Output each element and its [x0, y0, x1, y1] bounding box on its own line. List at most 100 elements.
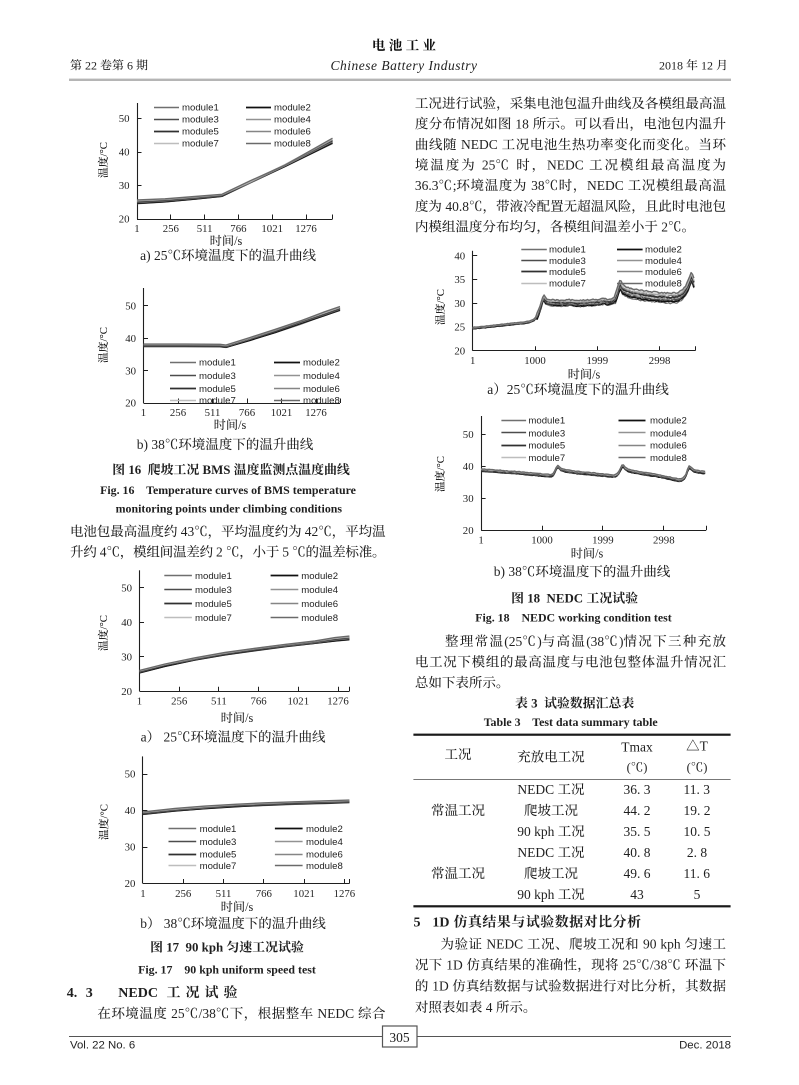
svg-text:30: 30: [454, 298, 465, 310]
svg-text:(: (: [627, 761, 631, 775]
svg-text:766: 766: [256, 888, 273, 900]
svg-text:Fig. 18 NEDC working condit: Fig. 18 NEDC working condition test: [475, 610, 672, 624]
svg-text:module5: module5: [528, 440, 565, 451]
svg-text:2998: 2998: [649, 355, 671, 367]
svg-text:511: 511: [197, 223, 213, 235]
svg-text:1021: 1021: [261, 223, 283, 235]
svg-text:38: 38: [531, 178, 545, 193]
svg-text:40: 40: [125, 333, 136, 345]
svg-text:a: a: [141, 730, 147, 745]
svg-text:module4: module4: [645, 256, 682, 267]
svg-text:20: 20: [125, 878, 136, 890]
svg-text:30: 30: [121, 651, 132, 663]
svg-text:90 kph: 90 kph: [517, 824, 558, 839]
svg-text:40: 40: [121, 617, 132, 629]
svg-text:module6: module6: [650, 440, 687, 451]
svg-text:50: 50: [121, 582, 132, 594]
svg-text:50: 50: [125, 301, 136, 313]
svg-text:1000: 1000: [531, 535, 553, 547]
svg-text:25: 25: [482, 158, 496, 173]
svg-text:2018: 2018: [659, 58, 686, 72]
svg-text:(25: (25: [504, 634, 522, 649]
svg-text:50: 50: [125, 769, 136, 781]
svg-text:20: 20: [454, 346, 465, 358]
svg-text:19. 2: 19. 2: [684, 803, 711, 818]
svg-text:/°C: /°C: [98, 327, 110, 342]
svg-text:22: 22: [82, 58, 100, 72]
svg-text:35: 35: [454, 274, 465, 286]
svg-text:module8: module8: [274, 138, 311, 149]
svg-text:20: 20: [121, 686, 132, 698]
svg-text:T: T: [700, 739, 709, 754]
svg-text:module2: module2: [301, 571, 338, 582]
svg-text:/°C: /°C: [435, 289, 447, 304]
svg-text:1D: 1D: [432, 916, 449, 931]
svg-text:module3: module3: [182, 114, 219, 125]
svg-text:6: 6: [124, 58, 136, 72]
svg-text:25: 25: [454, 322, 465, 334]
svg-text:3: 3: [528, 697, 544, 711]
svg-text:module6: module6: [645, 267, 682, 278]
svg-text:1999: 1999: [592, 535, 614, 547]
svg-text:module8: module8: [306, 861, 343, 872]
svg-text:/s: /s: [595, 547, 603, 561]
svg-text:2: 2: [216, 545, 223, 560]
svg-text:module5: module5: [549, 267, 586, 278]
svg-text:10. 5: 10. 5: [684, 824, 711, 839]
svg-text:11. 3: 11. 3: [684, 782, 711, 797]
svg-text:/°C: /°C: [98, 142, 110, 157]
svg-text:Fig. 17 90 kph uniform spee: Fig. 17 90 kph uniform speed test: [138, 963, 316, 977]
svg-text:1: 1: [140, 888, 145, 900]
svg-text:module3: module3: [200, 837, 237, 848]
svg-text:/s: /s: [245, 711, 253, 725]
svg-text:2: 2: [658, 219, 668, 234]
svg-text:18 NEDC: 18 NEDC: [524, 592, 586, 606]
svg-text:module6: module6: [301, 599, 338, 610]
svg-text:5: 5: [282, 545, 289, 560]
svg-text:305: 305: [389, 1030, 410, 1045]
svg-text:Table 3 Test data summary t: Table 3 Test data summary table: [484, 715, 658, 729]
svg-text:NEDC: NEDC: [317, 1006, 354, 1021]
svg-text:25: 25: [160, 730, 177, 745]
svg-text:NEDC: NEDC: [461, 137, 498, 152]
svg-text:module5: module5: [200, 850, 237, 861]
svg-text:30: 30: [119, 180, 130, 192]
svg-text:511: 511: [216, 888, 232, 900]
svg-text:/38: /38: [199, 1006, 217, 1021]
svg-text:1: 1: [141, 407, 146, 419]
svg-text:2998: 2998: [653, 535, 675, 547]
svg-text:44. 2: 44. 2: [624, 803, 651, 818]
svg-text:90: 90: [643, 937, 657, 952]
svg-text:40: 40: [454, 250, 465, 262]
svg-text:/°C: /°C: [98, 615, 110, 630]
svg-text:module1: module1: [200, 824, 237, 835]
svg-text:1276: 1276: [305, 407, 327, 419]
svg-text:b) 38: b) 38: [494, 564, 522, 579]
svg-text:12: 12: [698, 58, 716, 72]
svg-text:b) 38: b) 38: [137, 437, 165, 452]
svg-text:module3: module3: [549, 256, 586, 267]
svg-text:11. 6: 11. 6: [684, 866, 711, 881]
svg-text:): ): [537, 634, 542, 649]
svg-text:module8: module8: [645, 278, 682, 289]
svg-text:25: 25: [507, 382, 521, 397]
svg-text:monitoring points under climbi: monitoring points under climbing conditi…: [116, 502, 343, 516]
svg-text:NEDC: NEDC: [517, 845, 557, 860]
svg-text:NEDC: NEDC: [587, 178, 624, 193]
svg-text:/°C: /°C: [435, 456, 447, 471]
svg-text:module3: module3: [199, 371, 236, 382]
svg-text:1021: 1021: [288, 696, 310, 708]
svg-text:module7: module7: [549, 278, 586, 289]
svg-text:Chinese Battery Industry: Chinese Battery Industry: [331, 58, 478, 73]
svg-text:43: 43: [181, 524, 195, 539]
svg-text:Vol. 22 No. 6: Vol. 22 No. 6: [70, 1040, 135, 1052]
svg-text:module4: module4: [303, 371, 340, 382]
svg-text:module2: module2: [303, 357, 340, 368]
svg-text:/38: /38: [650, 957, 668, 972]
svg-text:module6: module6: [306, 850, 343, 861]
svg-text:17 90 kph: 17 90 kph: [163, 941, 226, 955]
svg-text:20: 20: [463, 525, 474, 537]
svg-text:Tmax: Tmax: [621, 740, 653, 755]
svg-text:1276: 1276: [327, 696, 349, 708]
svg-text:): ): [619, 634, 624, 649]
